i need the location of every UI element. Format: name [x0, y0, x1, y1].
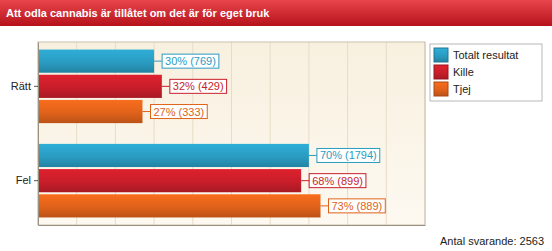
bar: [38, 75, 162, 98]
bar: [38, 194, 321, 217]
data-label-box: [317, 148, 380, 162]
data-label-connector: [142, 111, 150, 112]
legend-swatch: [434, 82, 448, 96]
data-label-connector: [321, 205, 329, 206]
legend: Totalt resultat Kille Tjej: [430, 44, 542, 101]
bar: [38, 50, 154, 73]
legend-box: [430, 44, 542, 101]
data-labels: 30% (769) 70% (1794) 32% (429) 68% (899) 27%…: [142, 54, 385, 213]
data-label-connector: [309, 155, 317, 156]
data-label-box: [309, 174, 366, 188]
y-tick-label: Fel: [16, 174, 31, 186]
y-axis: Rätt Fel: [11, 43, 39, 226]
bars: [38, 50, 321, 218]
data-label-text: 73% (889): [332, 200, 383, 212]
legend-label: Totalt resultat: [453, 49, 518, 61]
data-label-box: [329, 199, 386, 213]
bar: [38, 100, 142, 123]
data-label-text: 68% (899): [312, 175, 363, 187]
bar: [38, 144, 309, 167]
bar: [38, 169, 301, 192]
data-label-connector: [162, 86, 170, 87]
legend-swatch: [434, 65, 448, 79]
title: Att odla cannabis är tillåtet om det är …: [6, 7, 270, 19]
data-label: 30% (769): [154, 54, 219, 68]
y-tick-mark: [34, 180, 38, 181]
data-label: 27% (333): [142, 105, 207, 119]
legend-swatch: [434, 48, 448, 62]
data-label-box: [162, 54, 219, 68]
plot-frame: [38, 42, 425, 225]
data-label-text: 70% (1794): [320, 149, 377, 161]
x-axis-line: [39, 225, 426, 226]
data-label-text: 27% (333): [153, 106, 204, 118]
y-tick-label: Rätt: [11, 80, 31, 92]
y-tick: Fel: [16, 174, 38, 186]
grid: [38, 42, 425, 225]
data-label-box: [170, 79, 227, 93]
grid-line: [386, 42, 387, 225]
data-label-connector: [301, 180, 309, 181]
legend-label: Tjej: [453, 83, 471, 95]
x-axis: [39, 225, 426, 227]
data-label-text: 30% (769): [165, 55, 216, 67]
data-label-text: 32% (429): [173, 80, 224, 92]
data-label: 32% (429): [162, 79, 227, 93]
y-axis-line: [38, 43, 39, 226]
data-label-connector: [154, 61, 162, 62]
plot-background: [38, 42, 425, 225]
chart: Att odla cannabis är tillåtet om det är …: [0, 0, 552, 251]
annotation: Antal svarande: 2563: [440, 235, 544, 247]
legend-label: Kille: [453, 66, 474, 78]
data-label-box: [150, 105, 207, 119]
data-label: 68% (899): [301, 174, 366, 188]
data-label: 70% (1794): [309, 148, 380, 162]
title-bar: [0, 0, 552, 26]
y-tick-mark: [34, 86, 38, 87]
grid-line: [347, 42, 348, 225]
data-label: 73% (889): [321, 199, 386, 213]
y-tick: Rätt: [11, 80, 38, 92]
